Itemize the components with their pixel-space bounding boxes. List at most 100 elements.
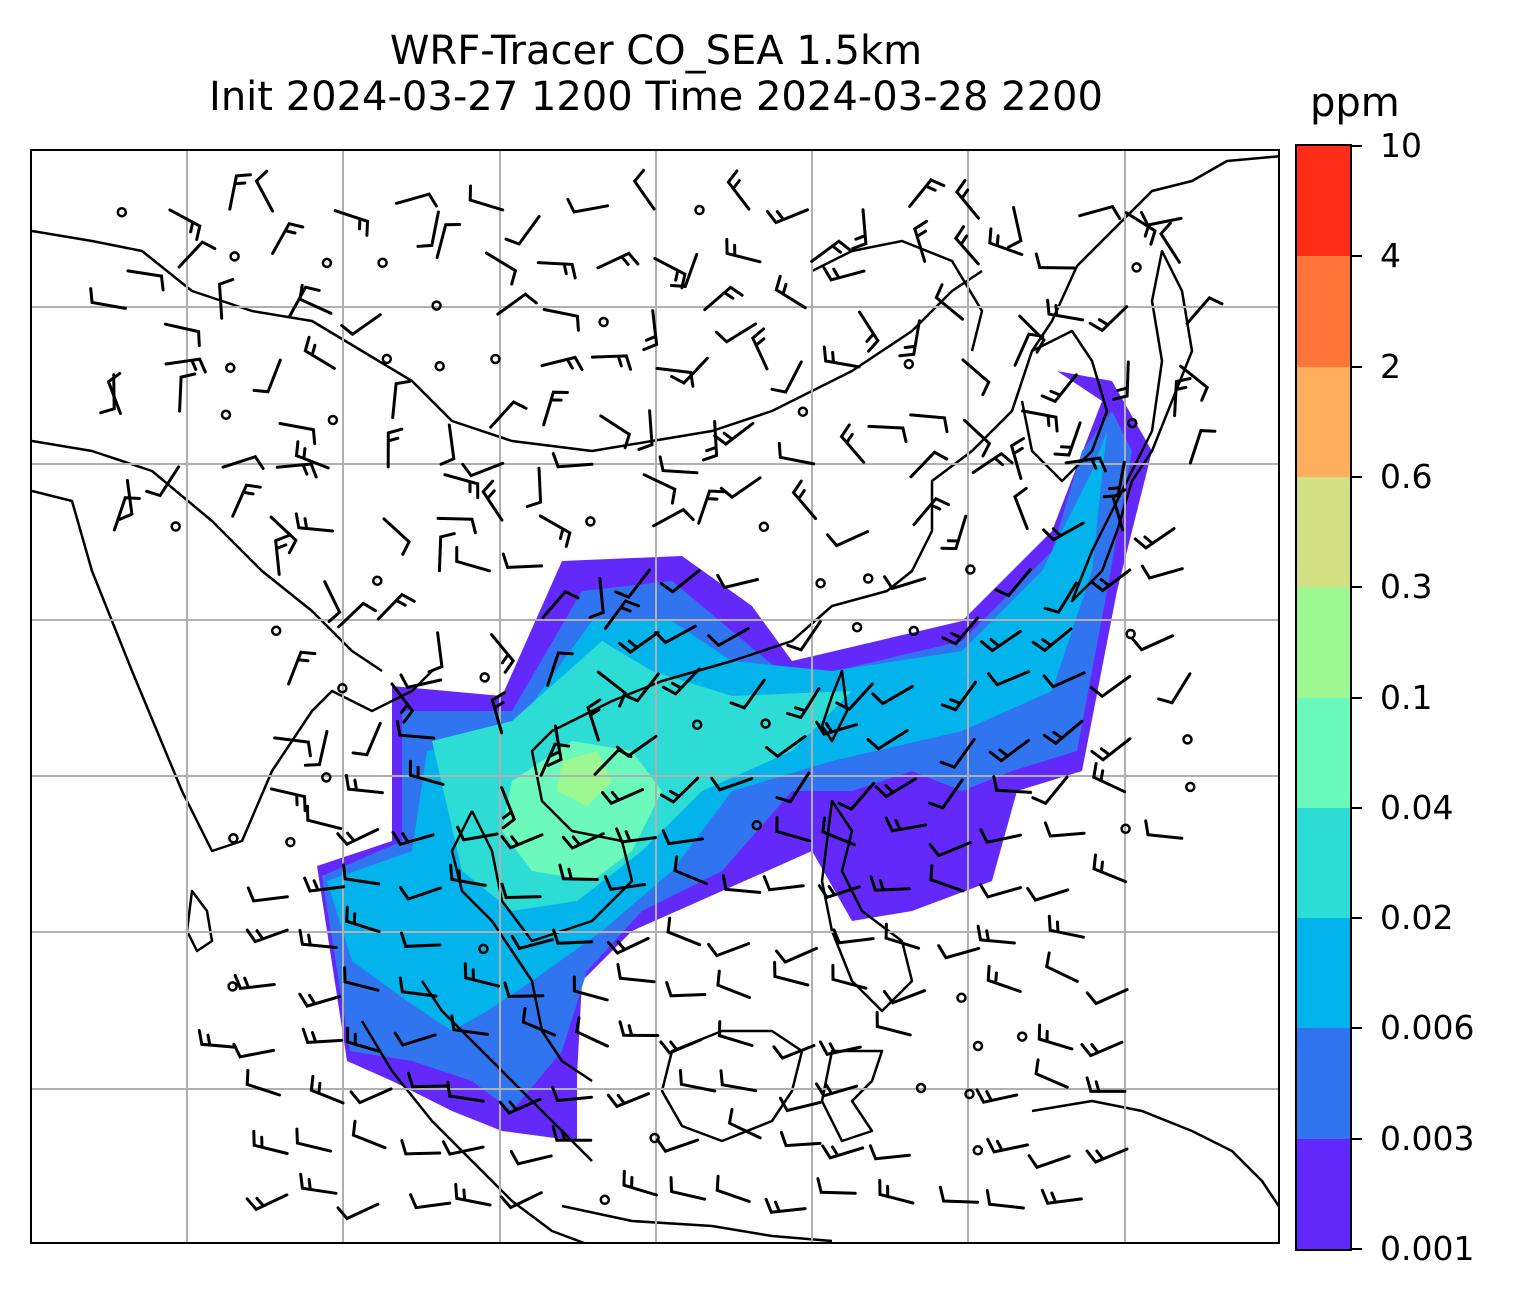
- wind-barb: [601, 788, 644, 806]
- wind-barb: [603, 599, 641, 630]
- wind-barb: [658, 455, 699, 475]
- wind-barb: [489, 400, 528, 429]
- wind-barb: [245, 1193, 289, 1212]
- wind-barb: [831, 963, 868, 990]
- wind-barb: [716, 573, 759, 590]
- wind-barb: [407, 1071, 449, 1089]
- calm-wind-circle: [1131, 262, 1142, 273]
- wind-barb: [490, 633, 516, 674]
- wind-barb: [1007, 206, 1023, 249]
- wind-barb: [546, 724, 563, 767]
- calm-wind-circle: [285, 836, 296, 848]
- colorbar-segment: [1297, 587, 1350, 698]
- wind-barbs: [89, 168, 1224, 1221]
- wind-barb: [815, 1082, 859, 1098]
- wind-barb: [937, 944, 981, 960]
- wind-barb: [558, 863, 599, 881]
- wind-barb: [714, 322, 758, 344]
- wind-barb: [596, 670, 627, 708]
- wind-barb: [221, 454, 265, 470]
- wind-barb: [409, 1193, 452, 1210]
- wind-barb: [883, 575, 927, 591]
- colorbar: [1295, 144, 1352, 1251]
- wind-barb: [561, 832, 605, 850]
- wind-barb: [463, 962, 501, 988]
- wind-barb: [510, 934, 554, 951]
- wind-barb: [1085, 1076, 1127, 1093]
- wind-barb: [654, 624, 697, 645]
- wind-barb: [955, 179, 980, 220]
- wind-barb: [1045, 951, 1079, 983]
- wind-barb: [762, 875, 805, 892]
- wind-barb: [484, 251, 518, 286]
- wind-barb: [987, 670, 1030, 687]
- wind-barb: [971, 451, 1014, 474]
- calm-wind-circle: [599, 1194, 611, 1206]
- wind-barb: [117, 478, 134, 522]
- colorbar-segment: [1297, 918, 1350, 1029]
- wind-barb: [909, 450, 949, 479]
- wind-barb: [1040, 373, 1078, 404]
- calm-wind-circle: [649, 1132, 660, 1144]
- wind-barb: [446, 1080, 485, 1103]
- calm-wind-circle: [956, 992, 967, 1004]
- wind-barb: [1018, 314, 1046, 354]
- wind-barb: [928, 778, 964, 810]
- wind-barb: [294, 440, 330, 470]
- wind-barb: [228, 173, 252, 211]
- gridlines: [32, 151, 1278, 1242]
- wind-barb: [719, 476, 762, 500]
- wind-barb: [1037, 1023, 1074, 1051]
- calm-wind-circle: [270, 625, 282, 637]
- calm-wind-circle: [965, 564, 976, 575]
- wind-barb: [540, 355, 584, 371]
- wind-barb: [1088, 305, 1129, 333]
- wind-barb: [858, 310, 880, 353]
- calm-wind-circle: [478, 943, 489, 955]
- wind-barb: [294, 512, 335, 533]
- wind-barb: [309, 1074, 345, 1105]
- wind-barb: [275, 462, 318, 479]
- wind-barb: [1092, 853, 1128, 884]
- wind-barb: [197, 1029, 238, 1049]
- wind-barb: [775, 946, 818, 964]
- coast-srilanka: [185, 889, 214, 953]
- wind-barb: [1090, 737, 1132, 762]
- wind-barb: [461, 461, 505, 478]
- wind-barb: [661, 667, 701, 696]
- wind-barb: [1185, 295, 1224, 325]
- wind-barb: [551, 452, 594, 469]
- wind-barb: [521, 1006, 557, 1037]
- wind-barb: [1159, 221, 1181, 264]
- wind-barb: [992, 775, 1033, 794]
- colorbar-tick-label: 0.3: [1380, 567, 1433, 607]
- wind-barb: [386, 427, 404, 469]
- calm-wind-circle: [691, 719, 703, 730]
- colorbar-segment: [1297, 366, 1350, 477]
- wind-barb: [1157, 672, 1192, 705]
- wind-barb: [775, 816, 812, 843]
- wind-barb: [546, 651, 574, 687]
- calm-wind-circle: [1120, 823, 1131, 835]
- wind-barb: [1031, 775, 1069, 806]
- calm-wind-circle: [862, 573, 874, 584]
- wind-barb: [439, 423, 456, 466]
- coast-japan: [1070, 249, 1194, 603]
- wind-barb: [878, 1178, 915, 1205]
- wind-barb: [408, 759, 445, 786]
- calm-wind-circle: [972, 1145, 984, 1156]
- wind-barb: [994, 568, 1032, 598]
- wind-barb: [400, 931, 442, 948]
- wind-barb: [1040, 1188, 1083, 1205]
- border-mongolia: [811, 239, 984, 352]
- wind-barb: [231, 483, 262, 518]
- wind-barb: [177, 240, 217, 269]
- wind-barb: [988, 738, 1030, 763]
- wind-barb: [632, 168, 656, 211]
- wind-barb: [778, 1096, 822, 1113]
- wind-barb: [1046, 298, 1084, 322]
- wind-barb: [821, 1144, 865, 1160]
- wind-barb: [775, 771, 811, 804]
- wind-barb: [233, 973, 276, 991]
- wind-barb: [615, 827, 658, 844]
